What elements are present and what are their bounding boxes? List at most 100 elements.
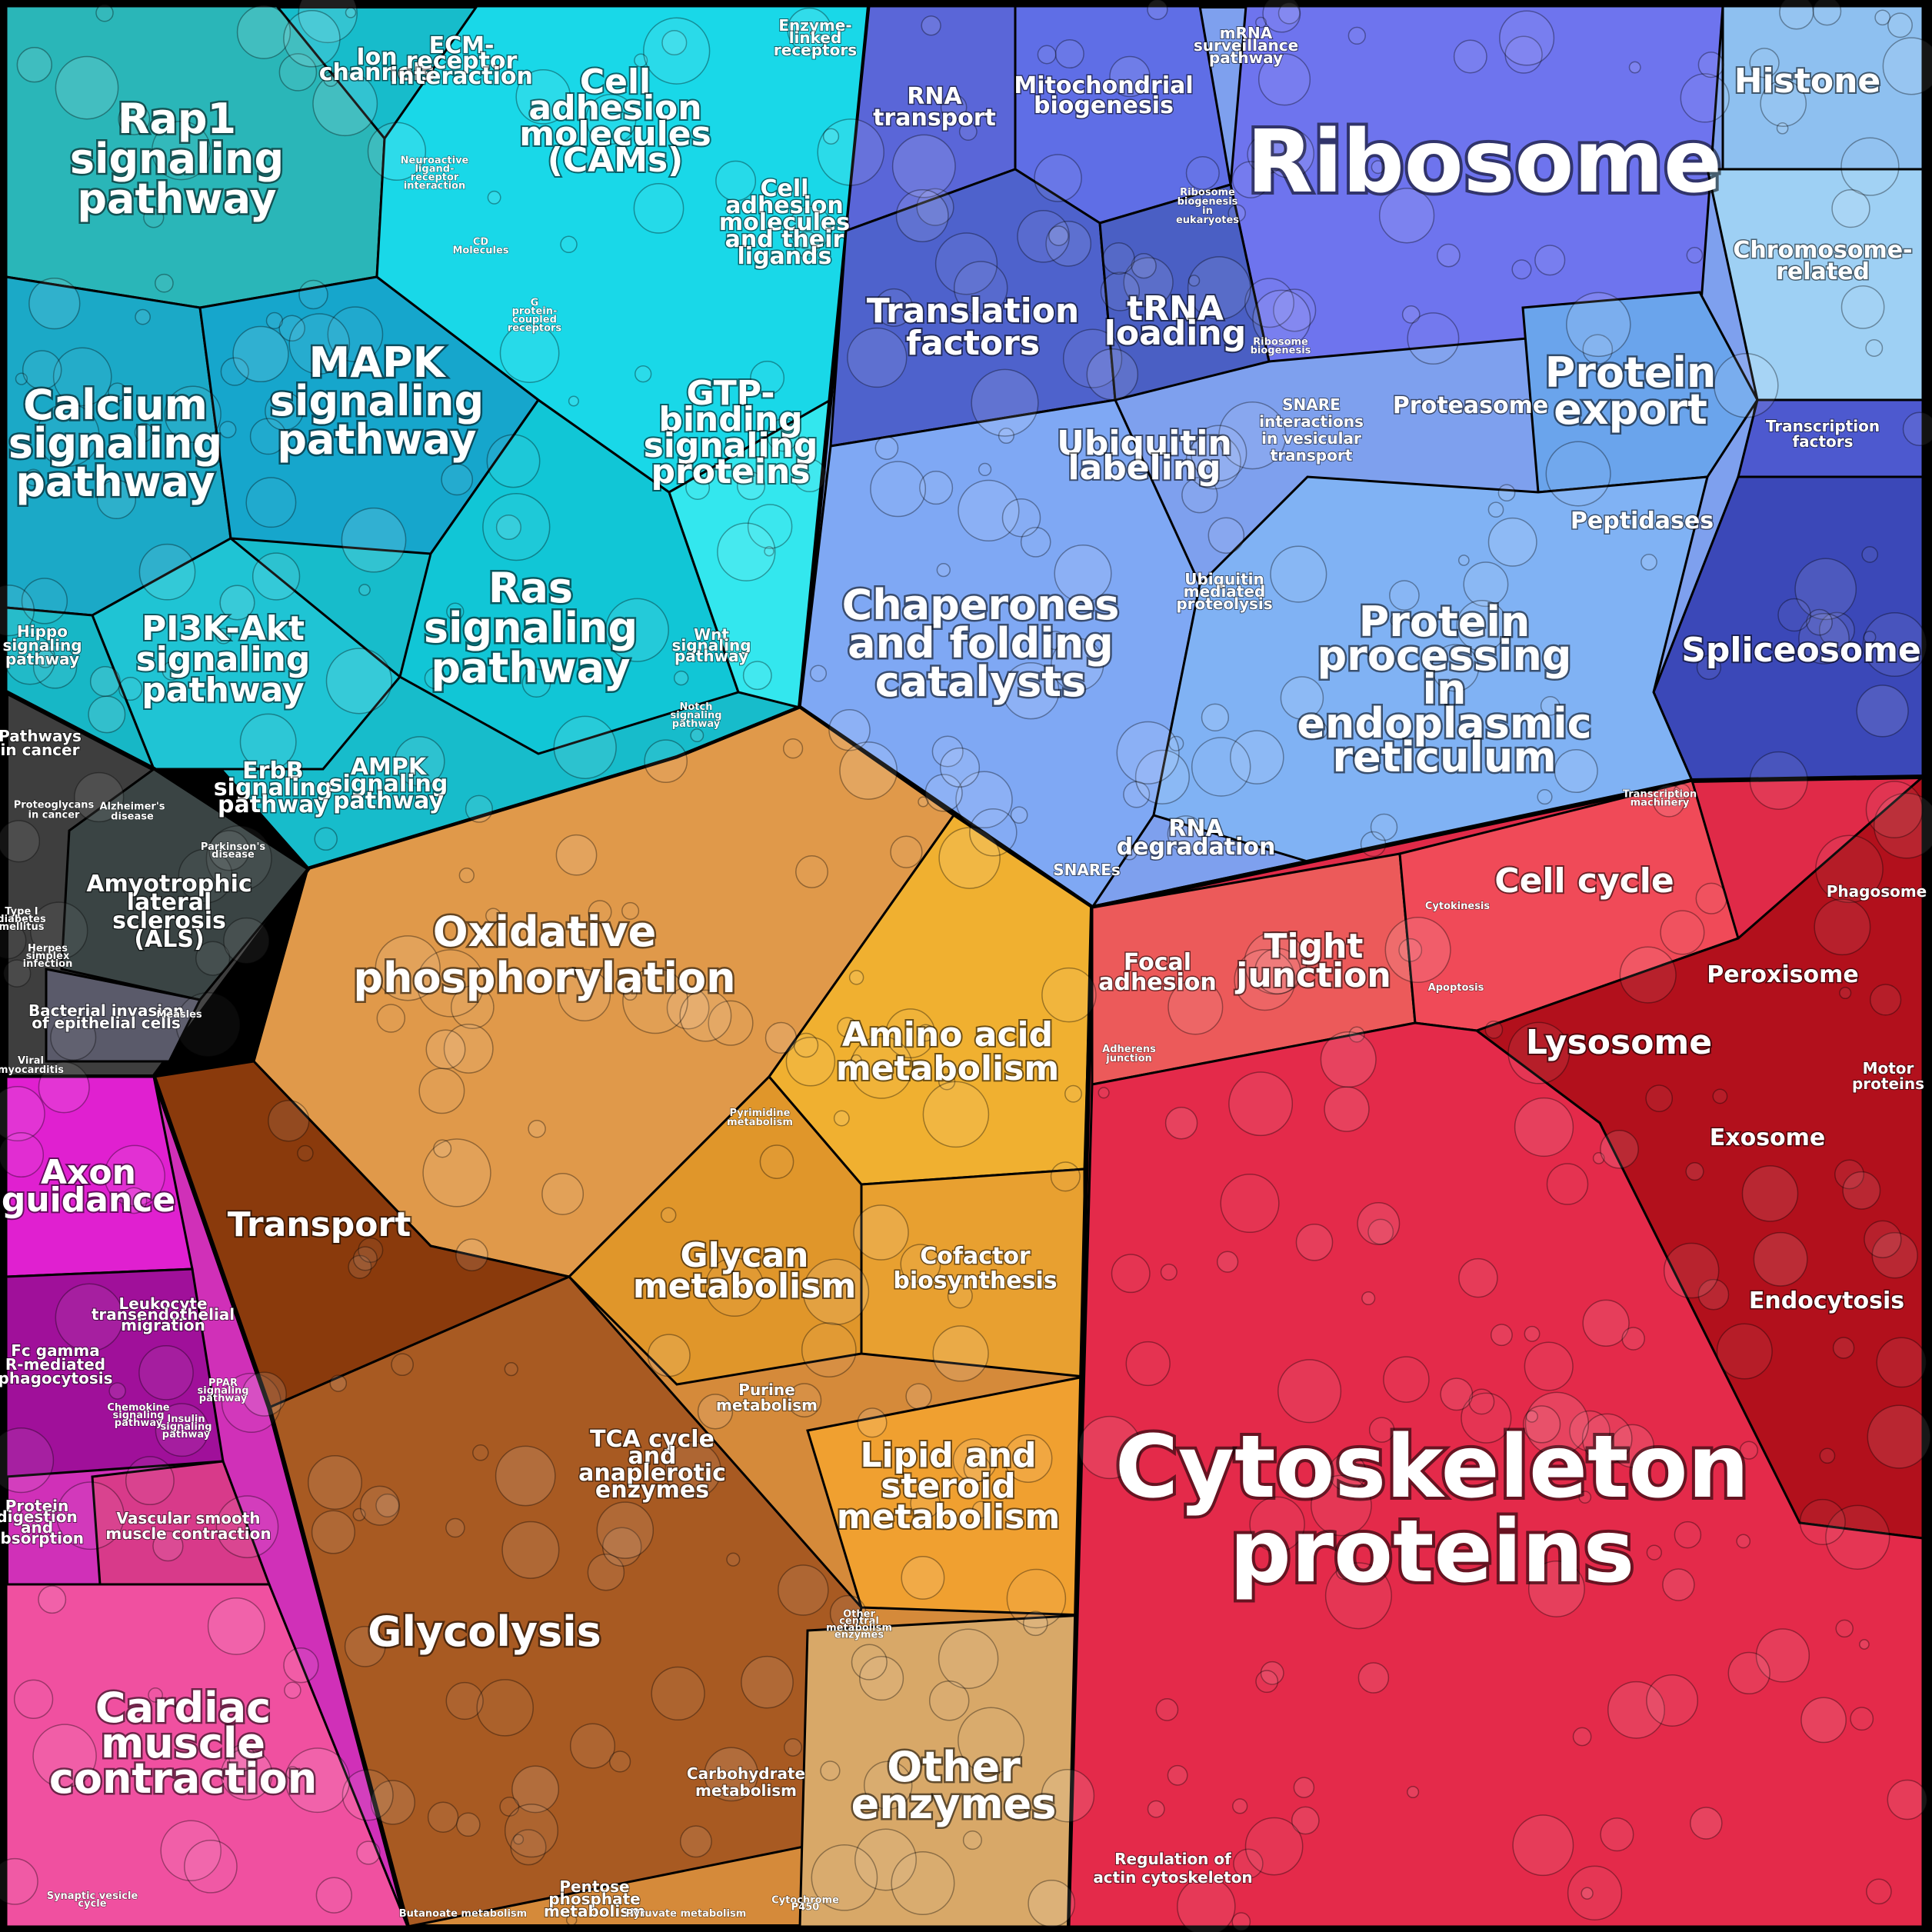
label-camlig: Cell adhesion molecules and their ligands xyxy=(719,175,850,270)
label-line: sclerosis xyxy=(112,908,226,934)
label-line: Pyruvate metabolism xyxy=(626,1908,747,1920)
cell xyxy=(308,1455,362,1510)
label-line: Purine xyxy=(738,1381,794,1399)
cell xyxy=(32,1724,97,1788)
cell xyxy=(759,1144,794,1179)
cell xyxy=(1147,1800,1165,1818)
cell xyxy=(1185,155,1220,191)
label-line: signaling xyxy=(671,710,722,721)
label-line: R-mediated xyxy=(5,1355,105,1374)
label-line: central xyxy=(839,1615,879,1627)
cell xyxy=(952,1437,998,1483)
cell xyxy=(736,471,766,501)
cell xyxy=(1832,1337,1855,1359)
cell xyxy=(283,1647,319,1684)
cell xyxy=(1102,242,1135,275)
label-als: Amyotrophic lateral sclerosis (ALS) xyxy=(86,871,251,953)
cell xyxy=(851,1644,888,1681)
cell xyxy=(358,1237,384,1263)
cell xyxy=(747,504,793,549)
label-line: Oxidative xyxy=(433,908,657,956)
label-line: MAPK xyxy=(309,338,447,387)
cell xyxy=(1440,1377,1474,1411)
label-line: pathway xyxy=(5,650,79,668)
label-adherens: Adherens junction xyxy=(1102,1044,1156,1064)
cell xyxy=(1004,1434,1053,1483)
cell xyxy=(288,313,351,375)
cell xyxy=(1078,1415,1142,1480)
cell xyxy=(969,808,1018,857)
label-line: linked xyxy=(789,28,842,47)
label-tca: TCA cycle and anaplerotic enzymes xyxy=(578,1426,726,1504)
cell xyxy=(1054,38,1084,69)
cell xyxy=(367,122,427,181)
label-line: molecules xyxy=(719,209,850,236)
label-line: proteins xyxy=(1230,1502,1635,1602)
label-line: phosphate xyxy=(548,1890,640,1908)
cell xyxy=(1001,498,1041,538)
label-line: phagocytosis xyxy=(0,1369,112,1387)
cell xyxy=(829,1594,867,1632)
label-line: eukaryotes xyxy=(1176,215,1239,226)
label-line: Enzyme- xyxy=(778,16,851,35)
cell xyxy=(628,978,644,993)
cell xyxy=(859,1656,904,1701)
cell xyxy=(766,418,800,452)
cell xyxy=(164,385,222,443)
cell xyxy=(1187,256,1251,320)
label-line: interactions xyxy=(1259,412,1364,431)
cell xyxy=(1863,630,1877,644)
cell xyxy=(661,29,688,56)
label-line: pathway xyxy=(162,1429,211,1441)
cell xyxy=(705,1257,764,1317)
cell xyxy=(1227,204,1246,222)
protein-export-area xyxy=(1521,291,1759,494)
cell xyxy=(1252,289,1311,348)
cell xyxy=(1696,655,1722,680)
label-line: Insulin xyxy=(167,1414,205,1425)
cell xyxy=(416,949,485,1018)
label-line: enzymes xyxy=(851,1780,1057,1828)
label-line: metabolism xyxy=(716,1396,818,1414)
cell xyxy=(1064,1084,1082,1103)
label-butanoate: Butanoate metabolism xyxy=(399,1908,527,1920)
cell xyxy=(1371,160,1385,175)
label-line: Proteoglycans xyxy=(14,799,95,811)
cell xyxy=(148,1687,163,1703)
cell xyxy=(427,1801,459,1833)
label-line: pathway xyxy=(199,1393,248,1404)
cell xyxy=(891,1850,955,1916)
label-translation: Translation factors xyxy=(867,291,1080,363)
cell xyxy=(764,545,774,557)
label-line: infection xyxy=(23,958,73,970)
label-line: Tight xyxy=(1264,927,1364,966)
cell xyxy=(1600,1129,1639,1169)
label-insulin: Insulin signaling pathway xyxy=(161,1414,212,1441)
label-line: reticulum xyxy=(1332,733,1556,781)
label-line: Calcium xyxy=(23,381,208,429)
cell xyxy=(323,72,338,87)
cell xyxy=(424,667,446,690)
cell xyxy=(352,1246,378,1271)
label-line: adhesion xyxy=(725,192,844,219)
cell xyxy=(487,190,501,205)
cell xyxy=(341,1769,394,1821)
cell xyxy=(4,633,56,685)
label-line: Pathways xyxy=(0,727,82,745)
cell xyxy=(558,968,611,1021)
cell xyxy=(1010,806,1028,824)
label-line: pathway xyxy=(115,1417,163,1429)
label-line: digestion xyxy=(0,1507,78,1526)
label-line: Glycan xyxy=(681,1236,809,1275)
cell xyxy=(1646,1674,1699,1727)
label-line: (ALS) xyxy=(134,926,204,953)
cell xyxy=(208,830,250,871)
label-line: Pyrimidine xyxy=(730,1108,791,1119)
cell xyxy=(120,1187,148,1214)
cell xyxy=(708,1000,754,1046)
cell xyxy=(601,1527,642,1567)
cell xyxy=(1874,9,1891,26)
cell xyxy=(499,323,560,383)
cell xyxy=(528,1119,546,1138)
